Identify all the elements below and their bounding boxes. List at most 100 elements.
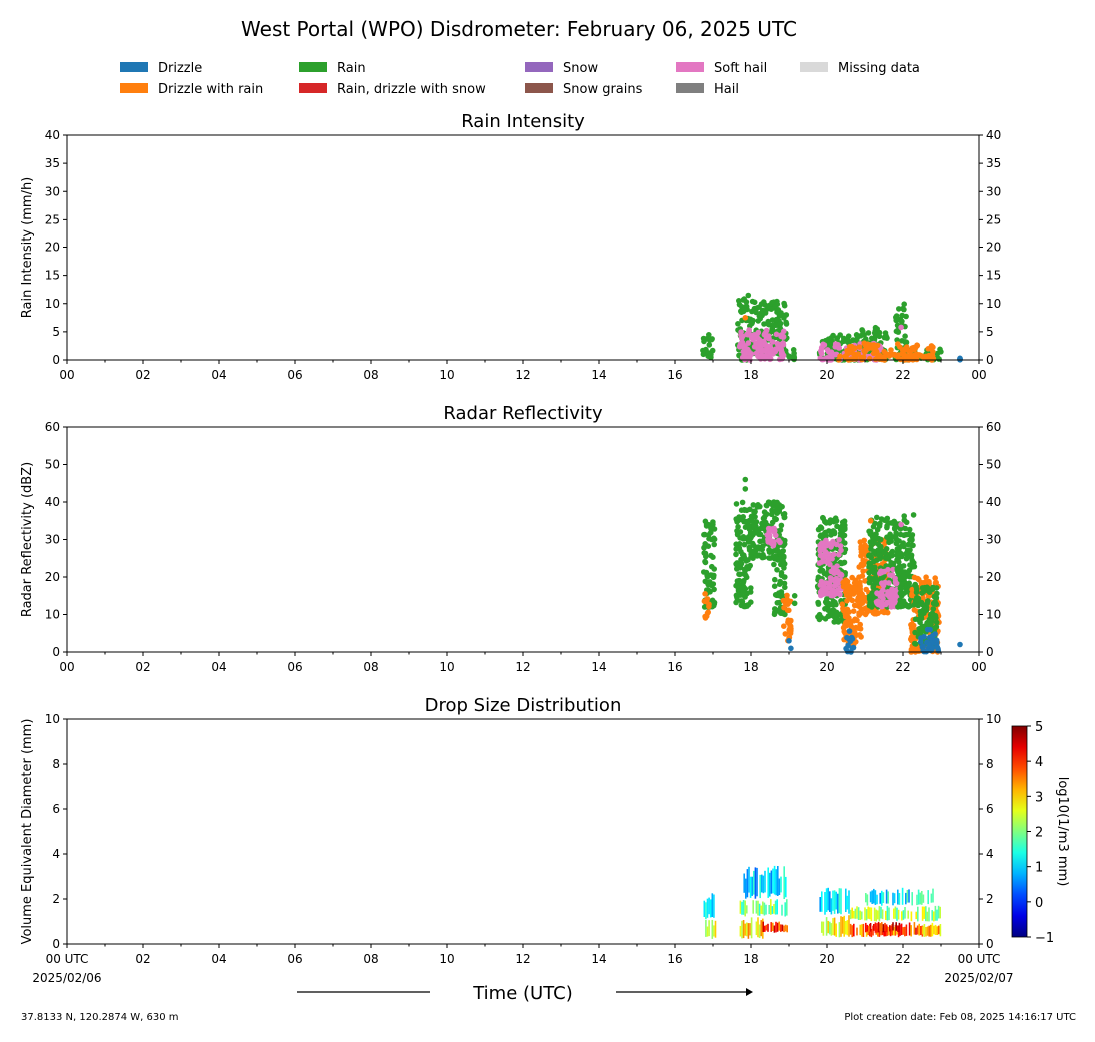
heatmap-cell — [838, 888, 841, 914]
data-point — [879, 580, 885, 586]
y-tick-label: 50 — [45, 458, 60, 472]
legend-label: Hail — [714, 82, 739, 97]
data-point — [738, 548, 744, 555]
heatmap-cell — [917, 889, 920, 905]
x-tick-label: 04 — [211, 660, 226, 674]
heatmap-cell — [741, 920, 743, 939]
data-point — [700, 351, 707, 358]
data-point — [741, 306, 748, 313]
y-tick-label: 20 — [45, 570, 60, 584]
data-point — [829, 556, 835, 562]
heatmap-cell — [930, 924, 932, 937]
data-point — [709, 336, 715, 342]
data-point — [929, 586, 936, 592]
data-point — [850, 644, 857, 651]
data-point — [779, 592, 786, 599]
data-point — [781, 580, 788, 587]
y-tick-label: 20 — [45, 241, 60, 255]
data-point — [748, 585, 754, 591]
data-point — [742, 315, 749, 321]
heatmap-cell — [902, 910, 905, 920]
heatmap-cell — [913, 922, 916, 935]
y-tick-label-right: 0 — [986, 353, 994, 367]
data-point — [866, 564, 872, 570]
data-point — [769, 317, 776, 323]
heatmap-cell — [760, 920, 762, 937]
heatmap-cell — [897, 889, 899, 905]
data-point — [848, 343, 855, 350]
data-point — [781, 623, 787, 629]
heatmap-cell — [770, 899, 772, 915]
data-point — [876, 352, 883, 359]
data-point — [831, 551, 837, 558]
heatmap-cell — [880, 906, 882, 919]
data-point — [856, 344, 863, 350]
heatmap-cell — [885, 910, 887, 920]
data-point — [859, 600, 866, 606]
data-point — [763, 511, 770, 517]
data-point — [856, 610, 862, 616]
heatmap-cell — [714, 920, 717, 938]
data-point — [888, 591, 894, 598]
y-tick-label-right: 30 — [986, 184, 1001, 198]
data-point — [899, 312, 905, 319]
legend-label: Rain — [337, 61, 366, 76]
data-point — [957, 641, 963, 648]
heatmap-cell — [873, 888, 875, 904]
heatmap-cell — [755, 900, 758, 914]
data-layer — [703, 865, 942, 939]
data-point — [908, 552, 915, 558]
data-point — [856, 574, 862, 580]
data-point — [872, 347, 879, 353]
data-point — [770, 299, 777, 306]
heatmap-cell — [922, 926, 924, 935]
data-point — [933, 637, 940, 644]
data-point — [771, 526, 777, 532]
data-point — [855, 351, 861, 357]
heatmap-cell — [892, 892, 894, 906]
data-point — [906, 580, 912, 586]
heatmap-cell — [925, 906, 927, 922]
colorbar-tick-label: −1 — [1035, 931, 1054, 946]
x-tick-label: 22 — [895, 660, 910, 674]
data-point — [740, 534, 747, 540]
data-point — [900, 305, 906, 312]
heatmap-cell — [848, 890, 850, 914]
data-point — [771, 561, 777, 568]
start-date-label: 2025/02/06 — [32, 971, 101, 985]
heatmap-cell — [911, 892, 913, 906]
data-point — [745, 292, 752, 299]
data-point — [845, 587, 852, 594]
heatmap-cell — [931, 922, 934, 937]
data-point — [843, 645, 849, 652]
heatmap-cell — [893, 893, 896, 904]
heatmap-cell — [916, 925, 919, 935]
heatmap-cell — [905, 924, 908, 936]
heatmap-cell — [747, 923, 750, 939]
heatmap-cell — [901, 911, 903, 921]
y-tick-label: 4 — [52, 847, 60, 861]
y-tick-label-right: 25 — [986, 212, 1001, 226]
heatmap-cell — [866, 924, 869, 932]
data-point — [733, 501, 740, 507]
y-tick-label: 15 — [45, 269, 60, 283]
data-point — [777, 539, 783, 546]
heatmap-cell — [764, 870, 766, 893]
data-point — [846, 609, 852, 615]
heatmap-cell — [904, 926, 906, 937]
data-point — [828, 350, 835, 357]
x-axis-label: Time (UTC) — [472, 983, 573, 1004]
data-point — [832, 515, 839, 521]
data-point — [884, 523, 890, 529]
data-point — [756, 304, 762, 311]
x-tick-label: 00 UTC — [958, 952, 1001, 966]
data-point — [781, 604, 787, 611]
heatmap-cell — [902, 927, 904, 935]
footer-location: 37.8133 N, 120.2874 W, 630 m — [21, 1012, 179, 1023]
data-point — [845, 582, 851, 589]
data-point — [782, 631, 789, 637]
legend-swatch — [120, 62, 148, 72]
x-tick-label: 20 — [819, 952, 834, 966]
x-tick-label: 20 — [819, 660, 834, 674]
